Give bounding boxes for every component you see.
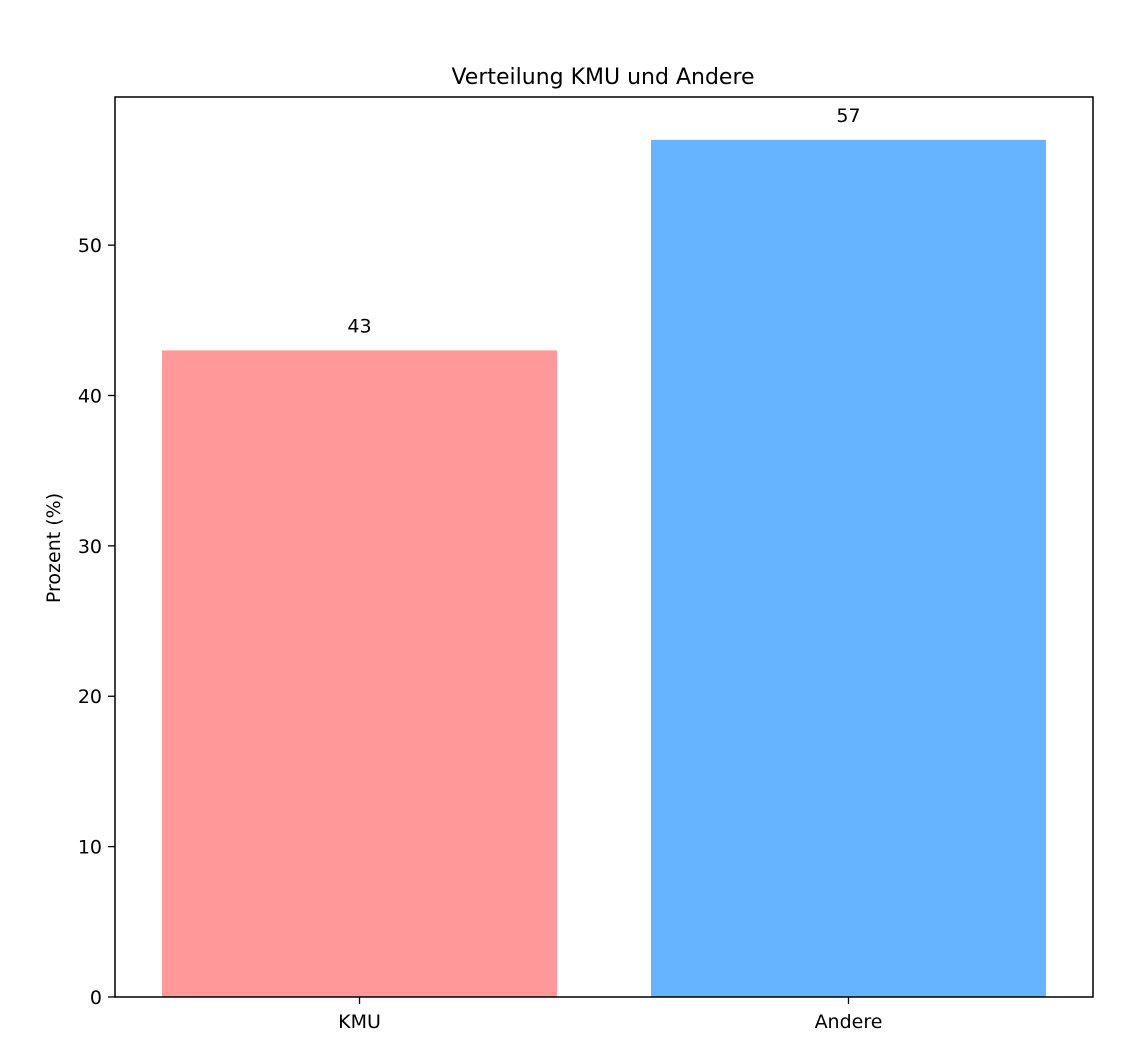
y-tick-label: 40 — [78, 385, 102, 407]
y-tick-label: 30 — [78, 536, 102, 558]
y-tick-label: 20 — [78, 686, 102, 708]
bars-group — [162, 139, 1046, 998]
y-tick-label: 50 — [78, 235, 102, 257]
data-label-kmu: 43 — [347, 315, 371, 337]
y-axis-ticks: 0 10 20 30 40 50 — [78, 235, 115, 1009]
data-label-andere: 57 — [836, 105, 860, 127]
x-axis-ticks: KMU Andere — [338, 997, 882, 1033]
y-tick-label: 0 — [90, 987, 102, 1009]
plot-area-frame — [114, 96, 1094, 998]
y-axis-label: Prozent (%) — [43, 493, 65, 603]
y-tick-label: 10 — [78, 837, 102, 859]
chart-title: Verteilung KMU und Andere — [451, 65, 754, 90]
bar-andere — [651, 139, 1046, 997]
x-tick-label-andere: Andere — [815, 1011, 883, 1033]
value-labels-group: 43 57 — [347, 105, 860, 338]
bar-kmu — [162, 350, 557, 998]
x-tick-label-kmu: KMU — [338, 1011, 381, 1033]
